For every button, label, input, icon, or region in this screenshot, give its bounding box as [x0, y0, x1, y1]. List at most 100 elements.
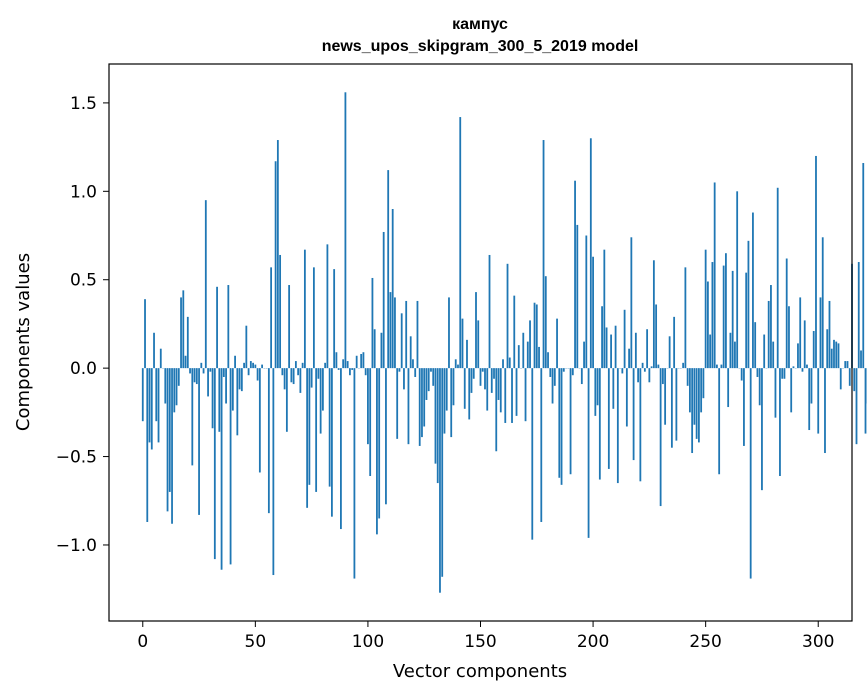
bar-16 — [177, 368, 180, 386]
bar-299 — [815, 155, 817, 369]
bar-300 — [817, 368, 820, 434]
bar-75 — [310, 368, 313, 388]
bar-260 — [727, 368, 730, 408]
bar-141 — [459, 117, 462, 369]
bar-0 — [141, 368, 144, 422]
bar-59 — [274, 161, 277, 369]
bar-227 — [652, 260, 655, 369]
bar-210 — [614, 325, 617, 369]
bar-17 — [180, 297, 182, 369]
bar-104 — [376, 368, 378, 535]
bar-160 — [502, 359, 504, 369]
bar-254 — [713, 182, 716, 369]
bar-284 — [781, 368, 784, 379]
bar-78 — [317, 368, 320, 379]
x-axis-ticks: 0 50 100 150 200 250 300 — [137, 621, 834, 652]
bar-23 — [193, 368, 196, 383]
bar-7 — [157, 368, 160, 443]
bar-95 — [355, 355, 358, 369]
bar-32 — [213, 368, 216, 560]
bar-58 — [272, 368, 275, 576]
bar-115 — [400, 313, 403, 369]
bar-112 — [394, 297, 396, 369]
bar-296 — [808, 368, 811, 431]
bar-291 — [797, 343, 799, 369]
bar-221 — [639, 368, 642, 482]
bar-225 — [648, 368, 651, 383]
bar-15 — [175, 368, 178, 406]
bar-60 — [276, 140, 279, 369]
bar-170 — [524, 368, 527, 422]
bar-228 — [655, 304, 658, 369]
bar-20 — [186, 316, 189, 369]
x-axis-label: Vector components — [393, 661, 567, 682]
bar-172 — [529, 320, 531, 369]
bar-244 — [691, 368, 694, 454]
bar-251 — [707, 281, 709, 369]
bar-97 — [360, 353, 363, 369]
bar-240 — [682, 362, 685, 369]
bar-263 — [734, 341, 736, 369]
bar-268 — [745, 272, 748, 369]
bar-267 — [743, 368, 745, 446]
bar-219 — [634, 332, 637, 369]
bar-143 — [463, 368, 466, 409]
bar-117 — [405, 300, 408, 369]
bar-285 — [783, 368, 786, 379]
bar-183 — [553, 368, 556, 386]
bar-198 — [587, 368, 590, 538]
bar-224 — [646, 329, 649, 369]
x-tick-label: 300 — [802, 632, 834, 652]
bar-192 — [574, 180, 576, 369]
bar-249 — [702, 368, 705, 399]
bar-217 — [630, 237, 633, 369]
bar-304 — [826, 329, 829, 369]
bar-190 — [569, 368, 572, 475]
bar-5 — [153, 332, 155, 369]
bar-274 — [758, 368, 761, 406]
bar-166 — [515, 368, 518, 416]
bar-61 — [279, 254, 282, 369]
bar-131 — [436, 368, 439, 484]
bar-10 — [164, 368, 167, 404]
bar-108 — [385, 368, 387, 505]
bar-155 — [490, 368, 493, 393]
x-tick-label: 100 — [352, 632, 384, 652]
bar-81 — [324, 362, 327, 369]
bar-262 — [731, 270, 734, 369]
bar-308 — [835, 341, 838, 369]
bar-247 — [698, 368, 700, 443]
bar-124 — [421, 368, 423, 438]
bar-171 — [526, 341, 529, 369]
bar-13 — [171, 368, 173, 524]
bar-72 — [303, 249, 306, 369]
bar-36 — [222, 368, 225, 377]
bar-89 — [342, 359, 345, 369]
bar-236 — [673, 316, 676, 369]
bar-38 — [227, 285, 230, 369]
bar-68 — [294, 361, 297, 369]
bar-220 — [637, 368, 640, 383]
bar-128 — [430, 368, 432, 372]
bar-319 — [860, 350, 862, 369]
bar-154 — [488, 254, 491, 369]
bar-205 — [603, 249, 606, 369]
bar-303 — [824, 368, 826, 454]
bar-237 — [675, 368, 678, 441]
bar-218 — [632, 368, 635, 461]
bar-187 — [562, 368, 565, 372]
bar-70 — [299, 368, 302, 393]
bar-208 — [610, 334, 612, 369]
bar-257 — [720, 364, 723, 369]
bar-135 — [445, 368, 448, 411]
bar-207 — [607, 368, 610, 469]
bar-173 — [531, 368, 534, 540]
bar-93 — [351, 368, 354, 370]
bar-245 — [693, 368, 696, 425]
bar-235 — [670, 368, 673, 448]
bar-292 — [799, 297, 802, 369]
bar-270 — [749, 368, 752, 579]
bar-66 — [290, 368, 293, 383]
bar-195 — [580, 368, 583, 385]
bar-306 — [830, 348, 833, 369]
